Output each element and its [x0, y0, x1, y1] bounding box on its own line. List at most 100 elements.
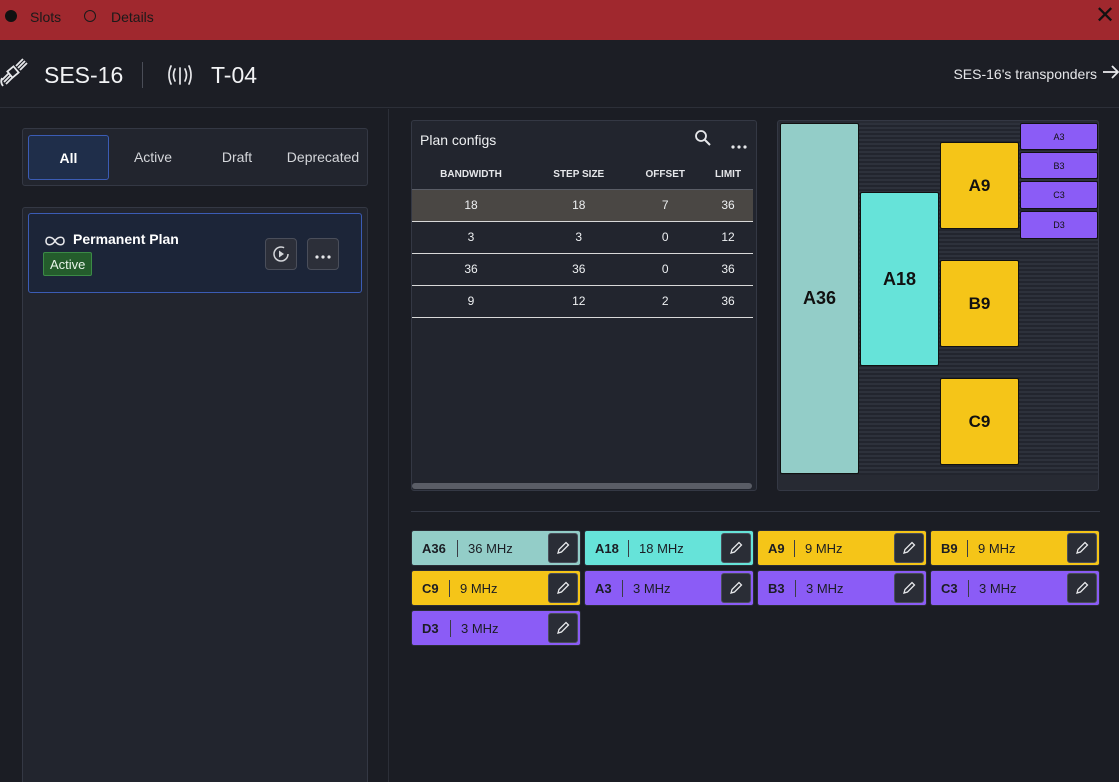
column-header[interactable]: LIMIT: [703, 161, 753, 190]
slot-chip[interactable]: A3 3 MHz: [584, 570, 754, 606]
horizontal-scrollbar[interactable]: [412, 483, 752, 489]
chip-bandwidth: 3 MHz: [633, 581, 671, 596]
chip-name: A3: [595, 581, 612, 596]
plans-sidebar: All Active Draft Deprecated Permanent Pl…: [0, 109, 389, 782]
slot-chip[interactable]: C9 9 MHz: [411, 570, 581, 606]
pencil-icon[interactable]: [1067, 533, 1097, 563]
more-horizontal-icon[interactable]: [307, 238, 339, 270]
play-circle-icon[interactable]: [265, 238, 297, 270]
chip-separator: [967, 540, 968, 557]
plan-name: Permanent Plan: [73, 231, 179, 247]
chip-name: C9: [422, 581, 439, 596]
slot-block-a3[interactable]: A3: [1020, 123, 1098, 150]
slot-block-c9[interactable]: C9: [940, 378, 1019, 465]
cell-step-size: 3: [530, 221, 628, 254]
slot-block-c3[interactable]: C3: [1020, 181, 1098, 209]
chip-bandwidth: 36 MHz: [468, 541, 513, 556]
satellite-icon: [0, 58, 28, 93]
chip-separator: [794, 540, 795, 557]
pencil-icon[interactable]: [1067, 573, 1097, 603]
plan-configs-title: Plan configs: [420, 132, 497, 148]
plan-card[interactable]: Permanent Plan Active: [28, 213, 362, 293]
satellite-name: SES-16: [44, 62, 124, 88]
pencil-icon[interactable]: [548, 613, 578, 643]
filter-tab-draft[interactable]: Draft: [221, 149, 253, 165]
cell-step-size: 12: [530, 285, 628, 318]
slot-block-a18[interactable]: A18: [860, 192, 939, 366]
chip-name: A18: [595, 541, 619, 556]
column-header[interactable]: OFFSET: [627, 161, 704, 190]
cell-limit: 12: [703, 221, 753, 254]
cell-step-size: 18: [530, 189, 628, 222]
slot-map-panel: A36 A18 A9 B9 C9 A3 B3 C3 D3: [777, 120, 1099, 491]
column-header[interactable]: STEP SIZE: [530, 161, 628, 190]
plan-filter-tabs: All Active Draft Deprecated: [22, 128, 368, 186]
details-radio[interactable]: [84, 10, 96, 22]
cell-offset: 2: [627, 285, 704, 318]
slot-chip[interactable]: A18 18 MHz: [584, 530, 754, 566]
chip-bandwidth: 9 MHz: [805, 541, 843, 556]
pencil-icon[interactable]: [721, 573, 751, 603]
slot-chip[interactable]: D3 3 MHz: [411, 610, 581, 646]
chip-name: C3: [941, 581, 958, 596]
more-horizontal-icon[interactable]: [731, 136, 747, 154]
pencil-icon[interactable]: [894, 573, 924, 603]
header-divider: [142, 62, 143, 88]
table-row[interactable]: 36 36 0 36: [412, 253, 753, 286]
filter-tab-deprecated[interactable]: Deprecated: [286, 149, 360, 165]
slot-chip[interactable]: B3 3 MHz: [757, 570, 927, 606]
column-header[interactable]: BANDWIDTH: [412, 161, 530, 190]
filter-tab-active[interactable]: Active: [133, 149, 173, 165]
cell-limit: 36: [703, 285, 753, 318]
slots-radio[interactable]: [5, 10, 17, 22]
slot-block-b3[interactable]: B3: [1020, 152, 1098, 179]
slot-chip[interactable]: B9 9 MHz: [930, 530, 1100, 566]
table-row[interactable]: 18 18 7 36: [412, 189, 753, 222]
cell-bandwidth: 9: [412, 285, 530, 318]
cell-limit: 36: [703, 189, 753, 222]
close-icon[interactable]: ✕: [1094, 2, 1116, 29]
transponders-link[interactable]: SES-16's transponders: [953, 66, 1097, 82]
filter-tab-all[interactable]: All: [28, 135, 109, 180]
infinity-icon: [43, 234, 67, 252]
chip-name: A9: [768, 541, 785, 556]
cell-bandwidth: 36: [412, 253, 530, 286]
chip-separator: [795, 580, 796, 597]
section-divider: [411, 511, 1100, 512]
antenna-signal-icon: [168, 62, 192, 93]
chip-bandwidth: 3 MHz: [461, 621, 499, 636]
search-icon[interactable]: [694, 129, 712, 152]
slot-block-b9[interactable]: B9: [940, 260, 1019, 347]
pencil-icon[interactable]: [721, 533, 751, 563]
pencil-icon[interactable]: [894, 533, 924, 563]
table-row[interactable]: 3 3 0 12: [412, 221, 753, 254]
chip-name: D3: [422, 621, 439, 636]
cell-offset: 7: [627, 189, 704, 222]
slots-tab-label[interactable]: Slots: [30, 9, 62, 25]
chip-separator: [450, 620, 451, 637]
slot-block-a36[interactable]: A36: [780, 123, 859, 474]
chip-separator: [449, 580, 450, 597]
slot-chip[interactable]: A9 9 MHz: [757, 530, 927, 566]
slot-chip[interactable]: C3 3 MHz: [930, 570, 1100, 606]
transponder-name: T-04: [211, 62, 258, 88]
chip-separator: [622, 580, 623, 597]
slot-block-d3[interactable]: D3: [1020, 211, 1098, 239]
chip-separator: [968, 580, 969, 597]
pencil-icon[interactable]: [548, 573, 578, 603]
table-row[interactable]: 9 12 2 36: [412, 285, 753, 318]
chip-bandwidth: 3 MHz: [806, 581, 844, 596]
chip-bandwidth: 9 MHz: [460, 581, 498, 596]
slot-chip[interactable]: A36 36 MHz: [411, 530, 581, 566]
slot-block-a9[interactable]: A9: [940, 142, 1019, 229]
chip-name: B9: [941, 541, 958, 556]
plan-configs-panel: Plan configs BANDWIDTH STEP SIZE OFFSET …: [411, 120, 757, 491]
cell-offset: 0: [627, 221, 704, 254]
pencil-icon[interactable]: [548, 533, 578, 563]
details-tab-label[interactable]: Details: [111, 9, 154, 25]
window-titlebar: Slots Details ✕: [0, 0, 1119, 40]
arrow-right-icon[interactable]: [1103, 62, 1119, 87]
status-badge: Active: [43, 252, 93, 276]
chip-name: A36: [422, 541, 446, 556]
plan-list: Permanent Plan Active: [22, 207, 368, 782]
